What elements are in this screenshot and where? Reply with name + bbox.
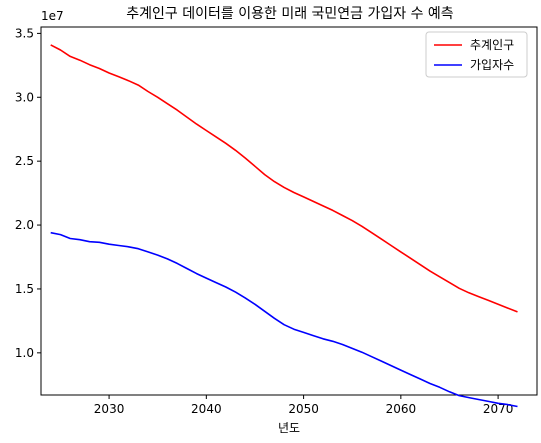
x-tick-label: 2050 <box>288 402 319 416</box>
series-line-가입자수 <box>50 231 518 408</box>
y-axis: 1.0 1.5 2.0 2.5 3.0 3.5 <box>15 26 41 360</box>
y-tick-label: 3.5 <box>15 26 34 40</box>
legend-label: 추계인구 <box>470 38 514 52</box>
series-line-추계인구 <box>50 44 518 313</box>
y-tick-label: 2.5 <box>15 154 34 168</box>
chart-title: 추계인구 데이터를 이용한 미래 국민연금 가입자 수 예측 <box>126 6 454 22</box>
x-axis-label: 년도 <box>278 421 300 435</box>
x-tick-label: 2030 <box>94 402 125 416</box>
x-tick-label: 2070 <box>483 402 514 416</box>
y-tick-label: 2.0 <box>15 218 34 232</box>
series-lines <box>50 44 518 408</box>
x-tick-label: 2060 <box>386 402 417 416</box>
y-tick-label: 3.0 <box>15 90 34 104</box>
x-tick-label: 2040 <box>191 402 222 416</box>
plot-area <box>40 26 538 396</box>
y-tick-label: 1.0 <box>15 346 34 360</box>
x-axis: 2030 2040 2050 2060 2070 <box>94 395 514 416</box>
y-axis-offset-label: 1e7 <box>41 9 64 23</box>
legend-label: 가입자수 <box>470 58 514 72</box>
y-tick-label: 1.5 <box>15 282 34 296</box>
